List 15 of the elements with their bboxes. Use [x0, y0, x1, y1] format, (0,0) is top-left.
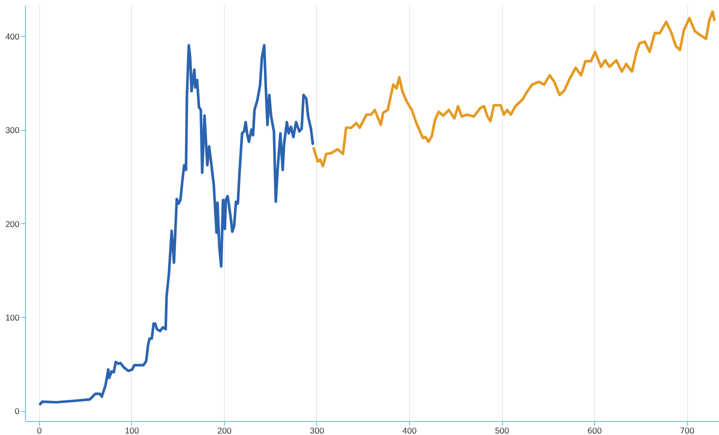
x-tick-label: 300	[310, 426, 324, 435]
x-tick-label: 0	[37, 426, 42, 435]
x-tick-label: 700	[680, 426, 694, 435]
y-tick-label: 100	[5, 312, 20, 322]
y-tick-label: 200	[5, 218, 20, 229]
x-tick-label: 600	[587, 426, 602, 435]
y-tick-label: 0	[14, 406, 20, 416]
y-tick-label: 300	[5, 125, 20, 136]
x-tick-label: 100	[124, 426, 140, 435]
x-tick-label: 200	[217, 426, 232, 435]
x-tick-label: 500	[494, 426, 510, 435]
line-series	[312, 10, 716, 168]
x-tick-label: 400	[402, 426, 417, 435]
y-tick-label: 400	[5, 31, 20, 42]
line-series	[38, 44, 314, 406]
